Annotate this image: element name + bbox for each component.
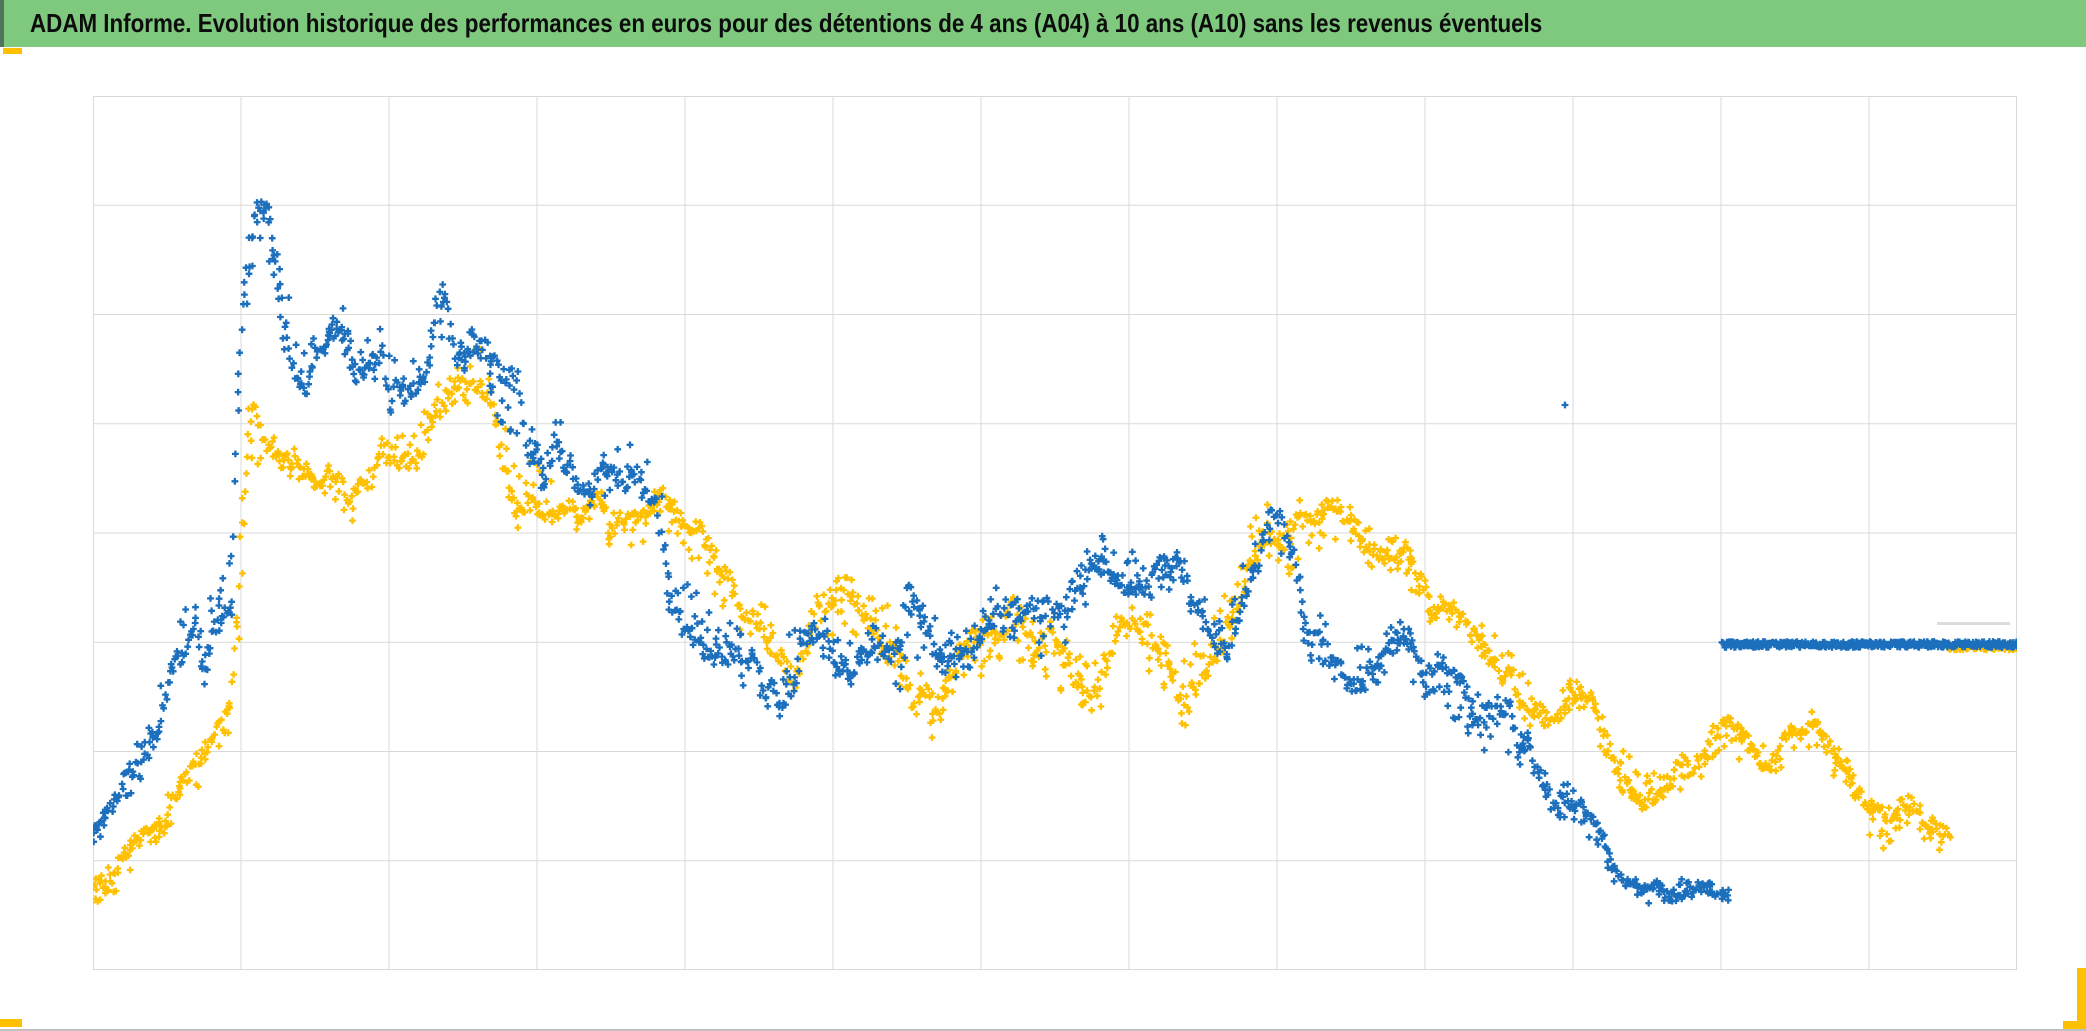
header-bar: ADAM Informe. Evolution historique des p… [0, 0, 2086, 47]
header-accent-block [0, 0, 4, 47]
corner-bracket-foot [2063, 1021, 2086, 1031]
corner-bracket-vertical [2077, 968, 2086, 1030]
scatter-chart[interactable] [93, 96, 2017, 970]
gridlines [93, 96, 2017, 970]
top-left-yellow-chip [3, 48, 22, 54]
blue-series-points [93, 198, 2017, 907]
bottom-border-line [0, 1029, 2086, 1031]
chart-svg [93, 96, 2017, 970]
bottom-left-yellow-bar [0, 1019, 22, 1027]
yellow-series-points [93, 346, 2017, 906]
page-title: ADAM Informe. Evolution historique des p… [30, 8, 1543, 38]
